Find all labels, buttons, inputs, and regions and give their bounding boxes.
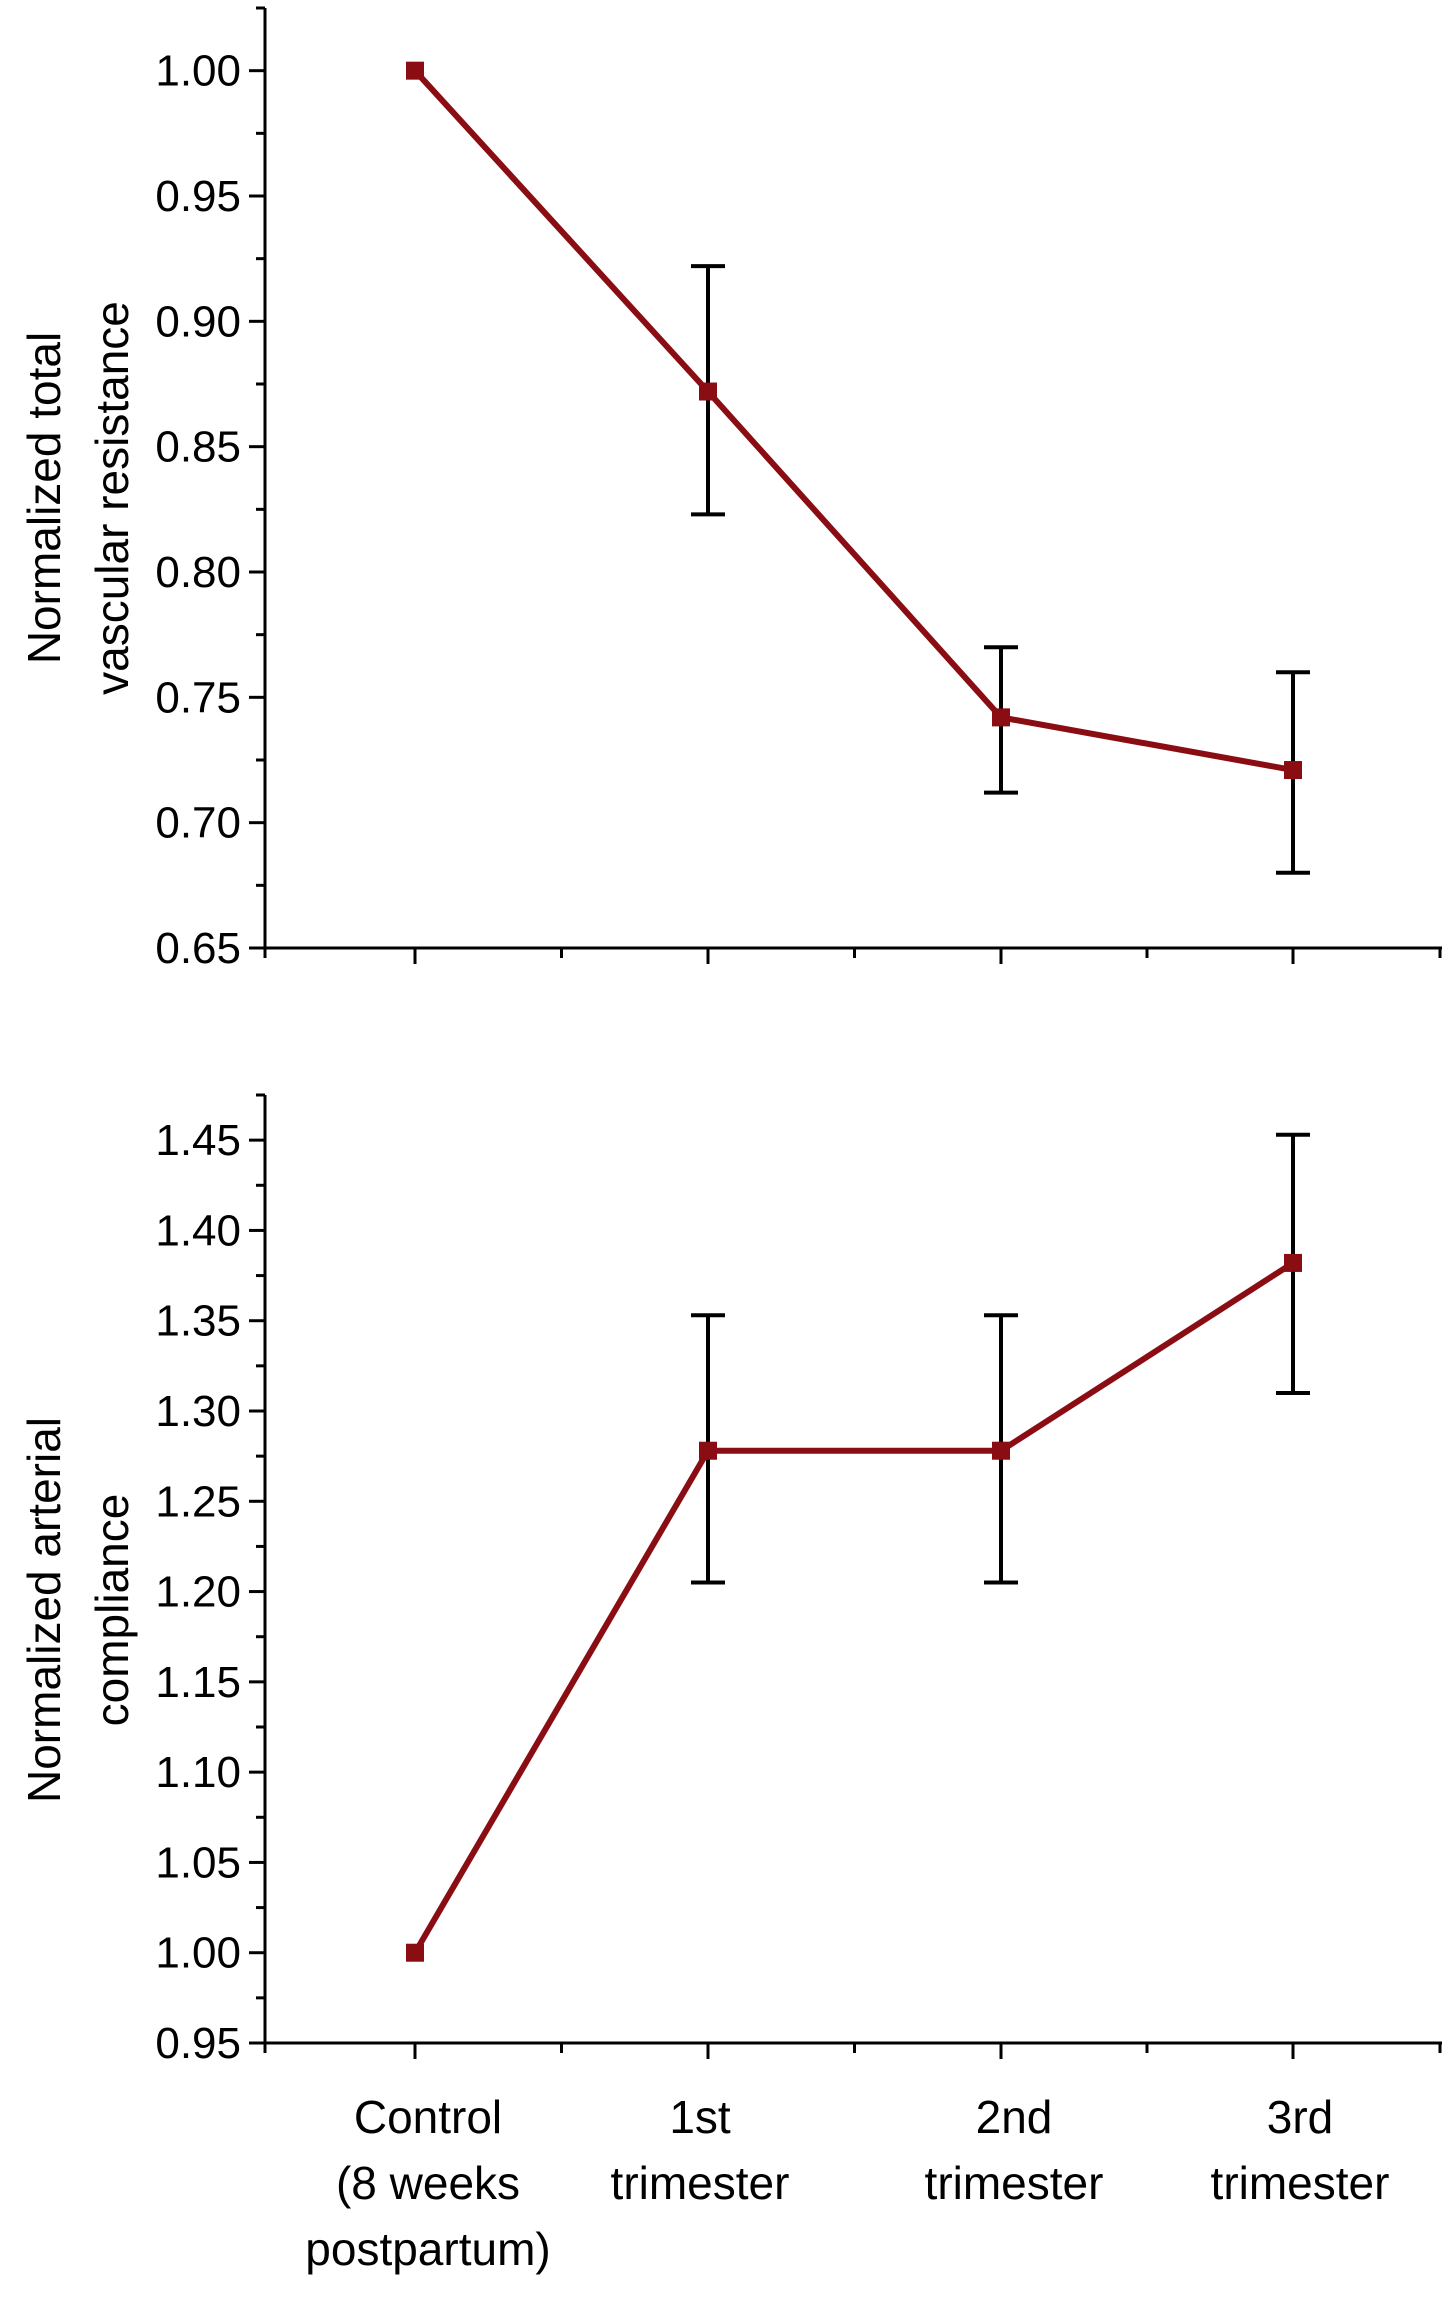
x-category-label: trimester bbox=[1211, 2157, 1390, 2209]
y-tick-label: 1.00 bbox=[155, 47, 241, 96]
y-tick-label: 0.95 bbox=[155, 2019, 241, 2068]
data-point bbox=[406, 1943, 424, 1962]
y-tick-label: 1.40 bbox=[155, 1206, 241, 1255]
y-tick-label: 1.15 bbox=[155, 1658, 241, 1707]
data-point bbox=[992, 1441, 1010, 1460]
y-tick-label: 0.80 bbox=[155, 548, 241, 597]
data-point bbox=[1284, 1253, 1302, 1272]
data-point bbox=[699, 382, 717, 401]
y-tick-label: 0.85 bbox=[155, 423, 241, 472]
data-point bbox=[1284, 761, 1302, 780]
x-category-label: Control bbox=[354, 2091, 502, 2143]
y-tick-label: 1.35 bbox=[155, 1297, 241, 1346]
x-category-label: (8 weeks bbox=[336, 2157, 520, 2209]
y-tick-label: 1.20 bbox=[155, 1568, 241, 1617]
y-axis-title-line: Normalized total bbox=[18, 332, 70, 664]
x-category-label: trimester bbox=[611, 2157, 790, 2209]
y-tick-label: 1.05 bbox=[155, 1838, 241, 1887]
y-tick-label: 1.00 bbox=[155, 1929, 241, 1978]
x-category-label: 2nd bbox=[976, 2091, 1053, 2143]
y-tick-label: 1.10 bbox=[155, 1748, 241, 1797]
x-category-label: postpartum) bbox=[305, 2223, 550, 2275]
y-tick-label: 0.95 bbox=[155, 172, 241, 221]
data-point bbox=[699, 1441, 717, 1460]
data-point bbox=[992, 708, 1010, 727]
vascular-resistance-panel: 0.65 0.70 0.75 0.80 0.85 0.90 0.95 1.00 Normaliz… bbox=[18, 6, 1442, 973]
series-line bbox=[412, 68, 1294, 773]
x-category-label: trimester bbox=[925, 2157, 1104, 2209]
y-tick-label: 1.30 bbox=[155, 1387, 241, 1436]
y-tick-label: 0.70 bbox=[155, 799, 241, 848]
y-tick-label: 0.90 bbox=[155, 297, 241, 346]
y-tick-label: 1.25 bbox=[155, 1477, 241, 1526]
y-axis-title-line: compliance bbox=[86, 1494, 138, 1727]
x-axis-category-labels: Control (8 weeks postpartum) 1st trimester 2n… bbox=[305, 2091, 1389, 2275]
x-category-label: 1st bbox=[669, 2091, 731, 2143]
data-point bbox=[406, 61, 424, 80]
arterial-compliance-panel: 0.95 1.00 1.05 1.10 1.15 1.20 1.25 1.30 1.35 1.40… bbox=[18, 1093, 1442, 2068]
series-line bbox=[412, 1260, 1295, 1955]
y-tick-label: 0.75 bbox=[155, 673, 241, 722]
y-tick-label: 0.65 bbox=[155, 924, 241, 973]
y-axis-title-line: vascular resistance bbox=[86, 301, 138, 695]
y-axis-title-line: Normalized arterial bbox=[18, 1417, 70, 1803]
x-category-label: 3rd bbox=[1267, 2091, 1333, 2143]
y-tick-label: 1.45 bbox=[155, 1116, 241, 1165]
